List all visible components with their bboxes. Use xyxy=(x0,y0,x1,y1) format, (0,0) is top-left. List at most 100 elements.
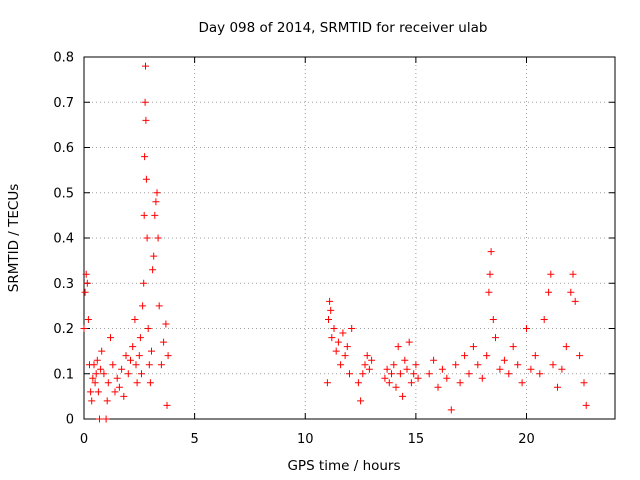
data-point xyxy=(452,361,460,369)
data-point xyxy=(127,356,134,364)
data-point xyxy=(580,379,588,387)
data-point xyxy=(323,379,331,387)
data-point xyxy=(136,334,144,342)
data-point xyxy=(443,374,451,382)
data-point xyxy=(363,352,371,360)
data-point xyxy=(325,316,332,323)
data-point xyxy=(425,370,433,378)
data-point xyxy=(412,361,420,369)
data-point xyxy=(129,343,137,351)
y-tick-label: 0.4 xyxy=(53,232,74,247)
data-point xyxy=(111,388,119,396)
data-point xyxy=(84,316,92,323)
data-point xyxy=(115,383,123,391)
data-point xyxy=(359,370,367,378)
data-point xyxy=(145,361,153,369)
x-tick-label: 5 xyxy=(190,432,198,447)
data-point xyxy=(536,370,544,378)
data-point xyxy=(100,370,108,378)
data-point xyxy=(430,356,438,364)
data-point xyxy=(140,211,148,219)
data-point xyxy=(148,347,155,355)
y-tick-label: 0.2 xyxy=(53,322,74,337)
data-point xyxy=(143,234,151,242)
data-point xyxy=(133,379,141,387)
y-tick-label: 0.1 xyxy=(53,367,74,382)
data-point xyxy=(153,189,161,197)
data-point xyxy=(414,374,422,382)
data-point xyxy=(337,361,345,369)
data-point xyxy=(385,379,393,387)
data-point xyxy=(365,365,373,373)
data-point xyxy=(554,383,561,391)
data-point xyxy=(163,401,171,409)
y-axis-title: SRMTID / TECUs xyxy=(6,184,22,292)
data-point xyxy=(527,365,535,373)
data-point xyxy=(496,365,504,373)
data-point xyxy=(152,198,160,206)
data-point xyxy=(461,352,469,360)
data-point xyxy=(392,383,400,391)
data-point xyxy=(394,343,402,351)
data-point xyxy=(514,361,522,369)
data-point xyxy=(339,329,347,337)
data-point xyxy=(465,370,473,378)
data-point xyxy=(104,379,112,387)
data-point xyxy=(162,320,170,328)
grid xyxy=(84,57,615,419)
data-point xyxy=(103,397,111,405)
data-point xyxy=(407,379,415,387)
data-point xyxy=(487,248,495,256)
data-point xyxy=(109,361,117,369)
x-tick-label: 15 xyxy=(408,432,425,447)
x-tick-label: 10 xyxy=(297,432,314,447)
data-point xyxy=(547,270,555,278)
data-point xyxy=(139,302,147,310)
data-point xyxy=(388,370,395,378)
data-point xyxy=(89,374,97,382)
data-point xyxy=(150,252,158,260)
data-point xyxy=(122,352,130,360)
data-point xyxy=(131,316,139,323)
data-point xyxy=(357,397,365,405)
data-point xyxy=(549,361,557,369)
data-point xyxy=(531,352,539,360)
data-point xyxy=(399,392,407,400)
data-point xyxy=(492,334,499,342)
data-point xyxy=(102,415,110,423)
data-point xyxy=(154,234,162,242)
data-point xyxy=(474,361,482,369)
data-point xyxy=(341,352,349,360)
data-point xyxy=(390,361,398,369)
data-point xyxy=(567,288,575,296)
data-point xyxy=(332,347,340,355)
data-point xyxy=(545,288,553,296)
data-point xyxy=(469,343,477,351)
data-point xyxy=(456,379,464,387)
data-point xyxy=(558,365,566,373)
data-point xyxy=(155,302,163,310)
data-point xyxy=(118,365,126,373)
data-point xyxy=(396,370,404,378)
data-point xyxy=(576,352,584,360)
data-point xyxy=(160,338,168,346)
data-point xyxy=(523,325,530,332)
y-tick-label: 0.3 xyxy=(53,277,74,292)
data-point xyxy=(434,383,442,391)
data-point xyxy=(361,361,369,369)
data-point xyxy=(381,374,389,382)
data-point xyxy=(97,365,105,373)
data-point xyxy=(343,343,351,351)
data-point xyxy=(81,288,89,296)
data-point xyxy=(489,316,497,323)
data-point xyxy=(132,361,140,369)
data-point xyxy=(518,379,526,387)
y-tick-label: 0.6 xyxy=(53,141,74,156)
data-point xyxy=(486,270,494,278)
data-point xyxy=(135,352,143,360)
data-point xyxy=(146,379,154,387)
data-point xyxy=(144,325,152,332)
data-point xyxy=(478,374,486,382)
data-point xyxy=(334,338,342,346)
